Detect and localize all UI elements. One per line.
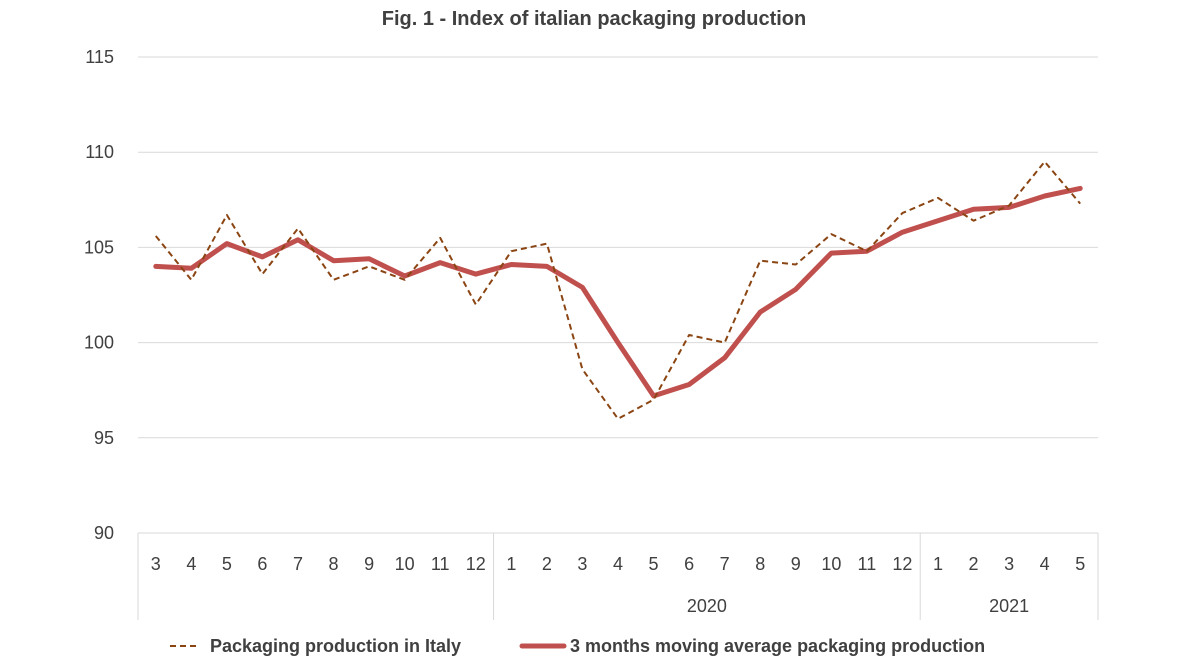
x-tick-label: 3	[151, 554, 161, 574]
x-tick-label: 6	[257, 554, 267, 574]
legend-entry-production: Packaging production in Italy	[170, 636, 461, 656]
x-tick-label: 6	[684, 554, 694, 574]
series-line-production	[155, 160, 1081, 420]
x-tick-label: 8	[755, 554, 765, 574]
x-tick-label: 2	[969, 554, 979, 574]
legend-label: 3 months moving average packaging produc…	[570, 636, 985, 656]
x-tick-label: 3	[577, 554, 587, 574]
y-tick-label: 105	[84, 237, 114, 257]
legend: Packaging production in Italy 3 months mo…	[170, 636, 985, 656]
x-tick-label: 7	[293, 554, 303, 574]
chart-title: Fig. 1 - Index of italian packaging prod…	[382, 8, 806, 30]
y-axis-tick-labels: 90 95 100 105 110 115	[84, 47, 114, 543]
legend-label: Packaging production in Italy	[210, 636, 461, 656]
x-tick-label: 9	[364, 554, 374, 574]
y-tick-label: 100	[84, 333, 114, 353]
x-tick-label: 5	[222, 554, 232, 574]
x-tick-label: 7	[720, 554, 730, 574]
x-tick-label: 5	[649, 554, 659, 574]
legend-entry-moving-average: 3 months moving average packaging produc…	[519, 636, 985, 656]
y-tick-label: 90	[94, 523, 114, 543]
y-tick-label: 115	[85, 47, 114, 67]
x-tick-label: 9	[791, 554, 801, 574]
x-tick-label: 12	[892, 554, 912, 574]
x-year-label: 2021	[989, 596, 1029, 616]
x-tick-label: 10	[821, 554, 841, 574]
x-tick-label: 11	[431, 554, 450, 574]
x-tick-label: 2	[542, 554, 552, 574]
x-tick-label: 4	[613, 554, 623, 574]
x-tick-label: 1	[506, 554, 516, 574]
gridlines	[138, 56, 1098, 439]
x-tick-label: 5	[1075, 554, 1085, 574]
x-tick-label: 10	[395, 554, 415, 574]
x-tick-label: 11	[858, 554, 877, 574]
x-tick-label: 4	[1040, 554, 1050, 574]
series-line-moving-average	[153, 185, 1083, 399]
x-tick-label: 12	[466, 554, 486, 574]
y-tick-label: 110	[85, 142, 114, 162]
x-tick-label: 4	[186, 554, 196, 574]
x-tick-label: 1	[933, 554, 943, 574]
x-tick-label: 3	[1004, 554, 1014, 574]
x-year-label: 2020	[687, 596, 727, 616]
y-tick-label: 95	[94, 428, 114, 448]
series-lines	[153, 160, 1083, 420]
x-tick-label: 8	[329, 554, 339, 574]
